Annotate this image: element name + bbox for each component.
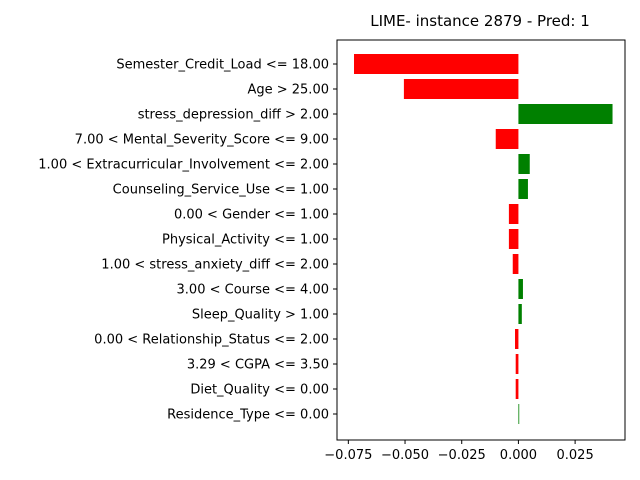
x-tick-label: 0.000 xyxy=(500,448,537,463)
bar xyxy=(518,404,520,424)
x-tick-label: −0.075 xyxy=(324,448,372,463)
bar xyxy=(518,154,530,174)
y-tick-label: Age > 25.00 xyxy=(247,83,329,98)
y-tick-label: Counseling_Service_Use <= 1.00 xyxy=(113,183,329,198)
y-tick-label: 1.00 < Extracurricular_Involvement <= 2.… xyxy=(38,158,329,173)
bar xyxy=(515,354,519,374)
bar xyxy=(512,254,519,274)
bars-layer xyxy=(354,54,613,424)
bar xyxy=(354,54,519,74)
y-tick-label: Residence_Type <= 0.00 xyxy=(167,408,329,423)
x-tick-label: 0.025 xyxy=(557,448,594,463)
y-tick-label: 3.00 < Course <= 4.00 xyxy=(177,283,329,298)
bar xyxy=(518,279,523,299)
bar xyxy=(515,329,519,349)
y-tick-label: 7.00 < Mental_Severity_Score <= 9.00 xyxy=(75,133,329,148)
chart-title: LIME- instance 2879 - Pred: 1 xyxy=(370,12,590,30)
x-tick-label: −0.025 xyxy=(438,448,486,463)
y-tick-label: Diet_Quality <= 0.00 xyxy=(190,383,329,398)
y-tick-label: stress_depression_diff > 2.00 xyxy=(138,108,329,123)
y-tick-label: 1.00 < stress_anxiety_diff <= 2.00 xyxy=(101,258,329,273)
bar xyxy=(518,179,528,199)
x-tick-label: −0.050 xyxy=(381,448,429,463)
bar xyxy=(508,204,519,224)
bar xyxy=(495,129,519,149)
bar xyxy=(403,79,519,99)
y-tick-label: 3.29 < CGPA <= 3.50 xyxy=(187,358,329,373)
y-tick-label: 0.00 < Gender <= 1.00 xyxy=(174,208,329,223)
bar xyxy=(508,229,519,249)
y-tick-labels: Semester_Credit_Load <= 18.00 Age > 25.00… xyxy=(38,58,337,423)
plot-frame xyxy=(336,39,626,441)
y-tick-label: Semester_Credit_Load <= 18.00 xyxy=(116,58,329,73)
bar xyxy=(515,379,519,399)
y-tick-label: 0.00 < Relationship_Status <= 2.00 xyxy=(94,333,329,348)
y-tick-label: Physical_Activity <= 1.00 xyxy=(162,233,329,248)
y-tick-label: Sleep_Quality > 1.00 xyxy=(192,308,329,323)
x-axis-ticks: −0.075 −0.050 −0.025 0.000 0.025 xyxy=(324,440,594,463)
bar xyxy=(518,304,522,324)
bar xyxy=(518,104,613,124)
